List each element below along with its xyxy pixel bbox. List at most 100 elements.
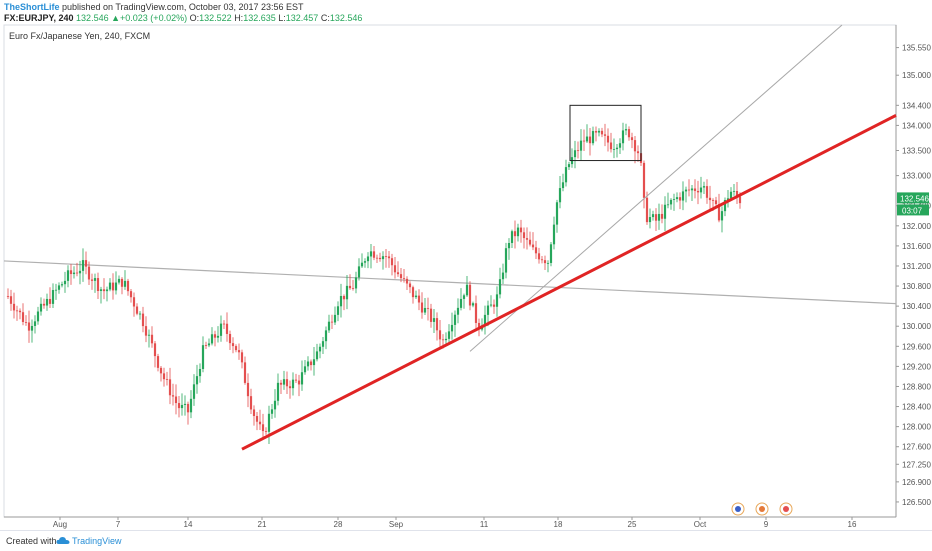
- candle-body: [366, 256, 370, 262]
- candle-body: [360, 262, 364, 267]
- candle-body: [189, 398, 193, 413]
- candle-body: [324, 330, 328, 342]
- candle-body: [567, 164, 571, 168]
- candle-body: [339, 295, 343, 307]
- candle-body: [309, 361, 313, 366]
- candle-body: [378, 257, 382, 260]
- candle-body: [177, 403, 181, 409]
- candle-body: [687, 189, 691, 191]
- candle-body: [462, 295, 466, 299]
- countdown-tag: [897, 204, 929, 216]
- candle-body: [708, 197, 712, 201]
- last-price: 132.546: [76, 13, 109, 23]
- candle-body: [621, 130, 625, 144]
- candle-body: [663, 204, 667, 219]
- candle-body: [414, 295, 418, 298]
- candle-body: [573, 150, 577, 158]
- low-value: 132.457: [285, 13, 319, 23]
- candle-body: [660, 213, 664, 219]
- y-tick-label: 129.200: [902, 362, 931, 371]
- x-tick-label: Aug: [53, 520, 67, 529]
- candle-body: [30, 325, 34, 331]
- candle-body: [255, 416, 259, 422]
- x-tick-label: 18: [554, 520, 563, 529]
- candle-body: [459, 298, 463, 308]
- candle-body: [306, 361, 310, 367]
- candle-body: [123, 280, 127, 287]
- candle-body: [33, 321, 37, 326]
- candle-body: [147, 334, 151, 336]
- candle-body: [714, 200, 718, 205]
- candle-body: [111, 282, 115, 291]
- candle-body: [564, 167, 568, 183]
- candle-body: [246, 382, 250, 397]
- candle-body: [495, 294, 499, 307]
- candle-body: [201, 345, 205, 370]
- candle-body: [372, 251, 376, 258]
- candle-body: [453, 314, 457, 325]
- y-tick-label: 126.500: [902, 498, 931, 507]
- candle-body: [420, 302, 424, 313]
- candle-body: [699, 187, 703, 193]
- candle-body: [57, 285, 61, 290]
- candle-body: [75, 272, 79, 274]
- candle-body: [294, 379, 298, 381]
- candle-body: [645, 197, 649, 223]
- candle-body: [597, 130, 601, 133]
- candle-body: [399, 274, 403, 279]
- candle-body: [435, 318, 439, 331]
- y-tick-label: 135.000: [902, 71, 931, 80]
- candle-body: [156, 356, 160, 368]
- candlestick-chart[interactable]: 135.550 135.000 134.400 134.000 133.500 133.0…: [0, 0, 932, 530]
- candle-body: [504, 248, 508, 273]
- candle-body: [210, 334, 214, 344]
- candle-body: [114, 282, 118, 291]
- candle-body: [240, 352, 244, 363]
- candle-body: [465, 284, 469, 296]
- candle-body: [225, 323, 229, 334]
- candle-body: [729, 191, 733, 199]
- candle-body: [183, 403, 187, 405]
- open-value: 132.522: [199, 13, 232, 23]
- candle-body: [12, 303, 16, 311]
- candle-body: [351, 288, 355, 289]
- candle-body: [735, 190, 739, 197]
- candle-body: [609, 142, 613, 150]
- tradingview-logo[interactable]: TradingView: [72, 536, 122, 546]
- candle-body: [561, 182, 565, 189]
- candle-body: [93, 278, 97, 281]
- candle-body: [48, 298, 52, 304]
- candle-body: [126, 280, 130, 292]
- author-link[interactable]: TheShortLife: [4, 2, 60, 12]
- candle-body: [216, 335, 220, 338]
- candle-body: [273, 400, 277, 410]
- candle-body: [702, 186, 706, 188]
- event-flag-icon: [783, 506, 789, 512]
- candle-body: [102, 289, 106, 292]
- candle-body: [513, 231, 517, 237]
- candle-body: [336, 306, 340, 315]
- x-tick-label: 7: [116, 520, 121, 529]
- candle-body: [327, 321, 331, 331]
- candle-body: [171, 395, 175, 397]
- candle-body: [552, 224, 556, 245]
- candle-body: [213, 334, 217, 338]
- candle-body: [150, 334, 154, 344]
- candle-body: [474, 303, 478, 323]
- candle-body: [66, 270, 70, 281]
- candle-body: [576, 150, 580, 152]
- candle-body: [105, 289, 109, 292]
- candle-body: [90, 279, 94, 281]
- candle-body: [267, 413, 271, 432]
- candle-body: [357, 266, 361, 278]
- candle-body: [222, 323, 226, 325]
- x-tick-label: 9: [764, 520, 769, 529]
- candle-body: [489, 304, 493, 306]
- y-tick-label: 134.000: [902, 121, 931, 130]
- candle-body: [291, 379, 295, 389]
- candle-body: [381, 256, 385, 260]
- candle-body: [186, 403, 190, 413]
- candle-body: [120, 278, 124, 287]
- candle-body: [78, 270, 82, 274]
- candle-body: [486, 305, 490, 315]
